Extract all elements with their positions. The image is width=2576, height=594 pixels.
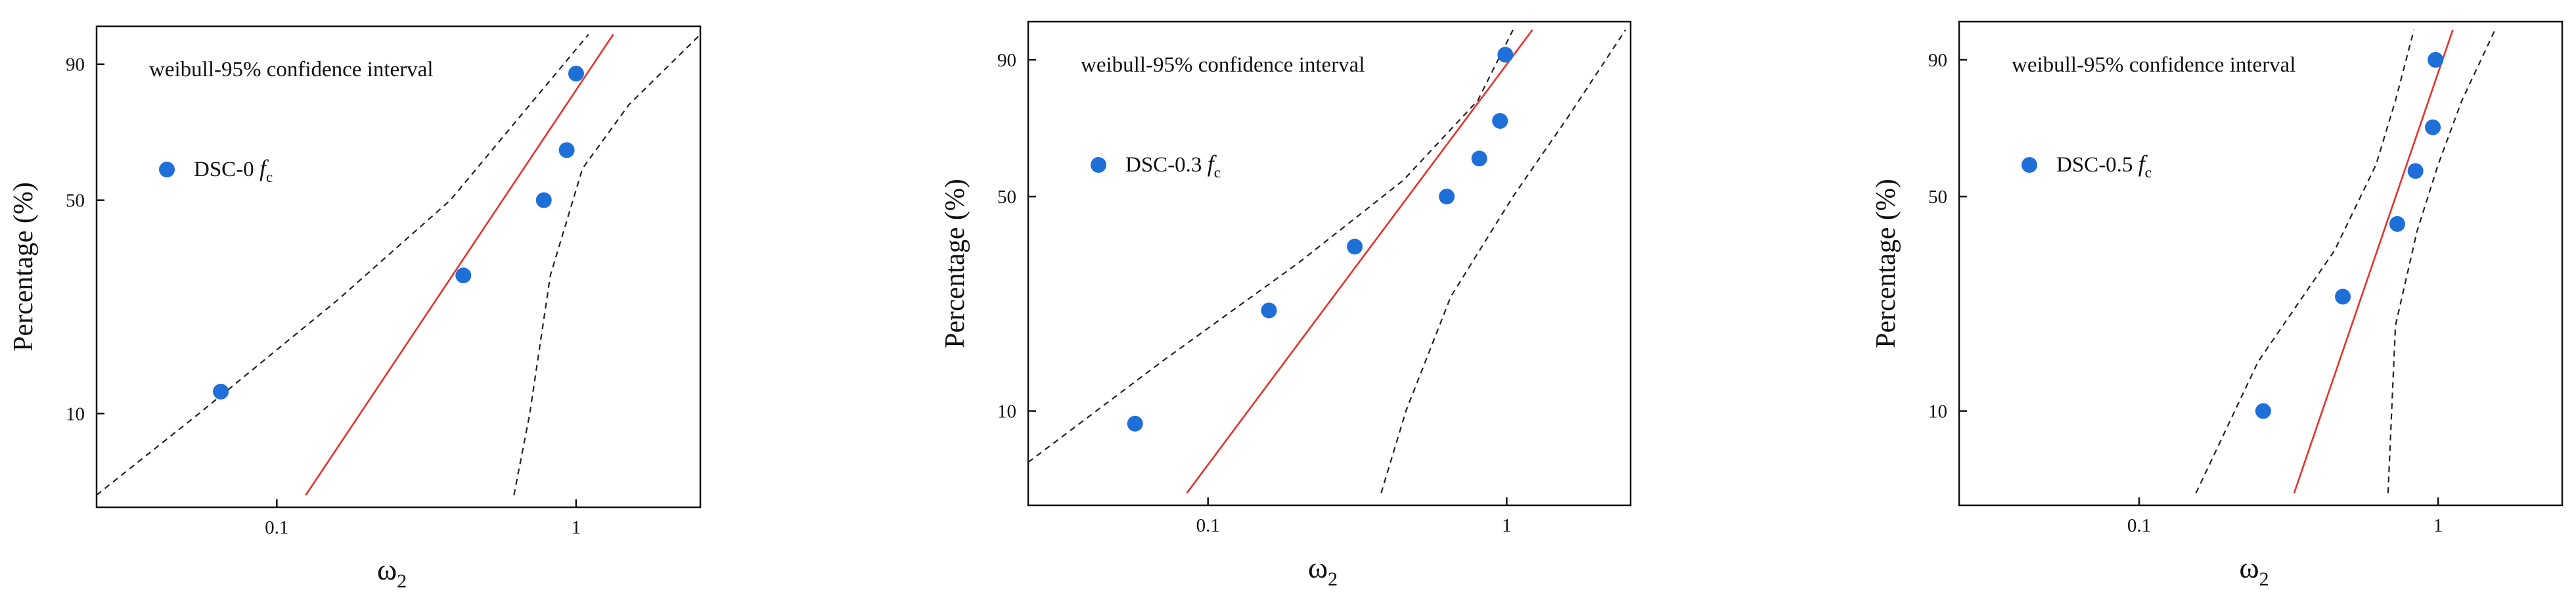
data-point [1347,239,1363,255]
plot-frame [1958,20,2564,507]
legend-subscript: c [266,169,273,185]
y-tick-label: 10 [1928,401,1947,423]
ci-annotation: weibull-95% confidence interval [2012,53,2296,77]
legend-label: DSC-0.3 fc [1125,150,1221,181]
data-point [1492,112,1508,129]
data-point [558,142,575,158]
y-axis-label: Percentage (%) [1871,179,1901,348]
ci-annotation: weibull-95% confidence interval [149,58,434,81]
data-point [1497,47,1514,63]
chart-panel-dsc-0-5: 10 50 90 0.1 1 weibull-95% confidence interva… [1871,20,2564,590]
y-tick-label: 90 [1928,50,1947,71]
ci-lower-curve [97,34,589,496]
data-point [1261,302,1277,319]
y-tick-label: 50 [66,191,85,212]
legend-marker [159,162,175,177]
x-axis-label-subscript: 2 [1328,568,1338,590]
ci-upper-curve [513,34,700,495]
x-axis-label-omega: ω [2239,551,2259,584]
x-axis-label: ω2 [2239,551,2269,590]
x-tick-label: 1 [572,517,581,538]
x-axis-label-subscript: 2 [2259,568,2269,590]
data-point [2425,119,2441,135]
legend-prefix: DSC-0.5 [2056,153,2138,177]
x-tick-label: 1 [1502,515,1512,536]
y-tick-label: 10 [66,403,85,424]
x-axis-label: ω2 [377,553,407,592]
data-point [2335,288,2351,305]
data-point [2255,403,2271,419]
ci-lower-curve [1028,29,1514,463]
x-tick-label: 0.1 [265,517,288,538]
y-tick-label: 90 [997,50,1016,71]
legend-subscript: c [1214,164,1221,181]
chart-panel-dsc-0: 10 50 90 0.1 1 weibull-95% confidence interva… [9,25,702,592]
weibull-fit-line [305,34,614,496]
ci-annotation: weibull-95% confidence interval [1081,53,1365,77]
y-tick-label: 50 [997,187,1016,208]
x-tick-label: 0.1 [1196,515,1220,536]
data-point [1127,415,1143,432]
data-point [1439,189,1455,205]
legend-subscript: c [2145,164,2152,181]
plot-frame [95,25,702,509]
data-point [455,267,472,284]
plot-frame [1027,20,1632,507]
y-axis-label: Percentage (%) [940,179,970,348]
data-point [535,192,552,208]
y-axis-label: Percentage (%) [9,182,39,352]
x-tick-label: 0.1 [2127,515,2151,536]
data-point [568,65,584,81]
ci-upper-curve [2387,29,2496,493]
legend-marker [2022,157,2037,173]
x-axis-label-subscript: 2 [397,570,407,592]
x-axis-label: ω2 [1308,551,1338,590]
y-tick-label: 10 [997,401,1016,423]
data-point [2428,52,2444,68]
ci-lower-curve [2195,30,2415,493]
x-axis-label-omega: ω [377,553,397,586]
data-point [1471,150,1487,167]
legend-label: DSC-0.5 fc [2056,150,2152,181]
data-point [2407,163,2424,179]
y-tick-label: 50 [1928,187,1947,208]
weibull-fit-line [2293,29,2454,493]
ci-upper-curve [1380,29,1627,493]
legend-prefix: DSC-0.3 [1125,153,1208,177]
legend-label: DSC-0 fc [194,155,273,185]
data-point [213,384,229,400]
data-point [2389,216,2405,232]
legend-prefix: DSC-0 [194,158,260,181]
legend-marker [1091,157,1106,173]
x-axis-label-omega: ω [1308,551,1328,584]
x-tick-label: 1 [2433,515,2443,536]
y-tick-label: 90 [66,55,85,76]
weibull-fit-line [1186,29,1533,494]
chart-panel-dsc-0-3: 10 50 90 0.1 1 weibull-95% confidence interva… [940,20,1632,590]
